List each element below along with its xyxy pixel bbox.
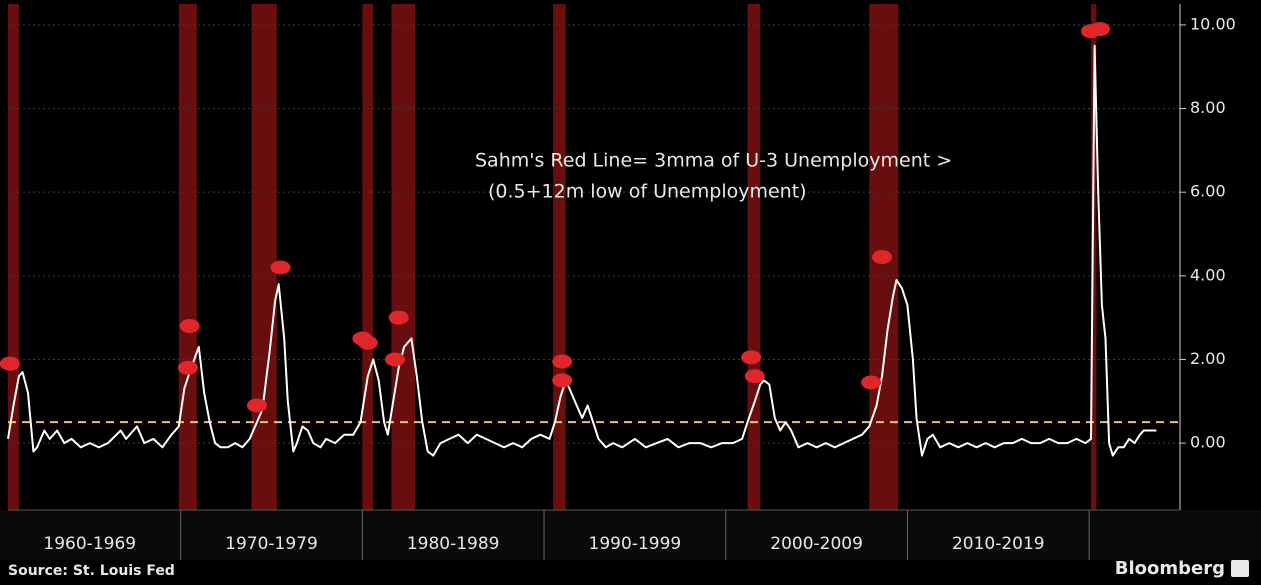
signal-marker: [246, 398, 267, 413]
signal-marker: [179, 319, 200, 333]
recession-band: [362, 4, 374, 510]
y-tick-label: 6.00: [1190, 182, 1226, 201]
x-tick-label: 1960-1969: [43, 534, 136, 554]
signal-marker: [552, 373, 573, 388]
annotation: Sahm's Red Line= 3mma of U-3 Unemploymen…: [475, 150, 952, 172]
y-tick-label: 4.00: [1190, 265, 1226, 284]
recession-band: [747, 4, 761, 510]
signal-marker: [385, 352, 406, 367]
x-axis-band: [0, 510, 1261, 560]
y-tick-label: 10.00: [1190, 14, 1236, 33]
x-tick-label: 2000-2009: [770, 534, 863, 554]
recession-band: [251, 4, 277, 510]
x-tick-label: 1980-1989: [407, 534, 500, 554]
signal-marker: [357, 335, 378, 350]
recession-band: [391, 4, 416, 510]
recession-band: [178, 4, 197, 510]
annotation: (0.5+12m low of Unemployment): [488, 181, 807, 203]
recession-band: [8, 4, 19, 510]
brand: Bloomberg: [1115, 558, 1225, 579]
x-tick-label: 1970-1979: [225, 534, 318, 554]
signal-marker: [552, 354, 573, 369]
y-tick-label: 2.00: [1190, 349, 1226, 368]
recession-band: [553, 4, 566, 510]
y-tick-label: 8.00: [1190, 98, 1226, 117]
x-tick-label: 2010-2019: [952, 534, 1045, 554]
signal-marker: [741, 350, 762, 365]
x-tick-label: 1990-1999: [589, 534, 682, 554]
signal-marker: [861, 375, 882, 390]
signal-marker: [0, 356, 20, 371]
y-tick-label: 0.00: [1190, 433, 1226, 452]
source: Source: St. Louis Fed: [8, 563, 175, 579]
brand-icon: [1231, 560, 1249, 577]
signal-marker: [1090, 22, 1111, 37]
signal-marker: [872, 250, 893, 264]
signal-marker: [177, 360, 198, 375]
recession-band: [1090, 4, 1097, 510]
signal-marker: [744, 369, 765, 384]
signal-marker: [388, 310, 409, 325]
signal-marker: [270, 260, 291, 275]
